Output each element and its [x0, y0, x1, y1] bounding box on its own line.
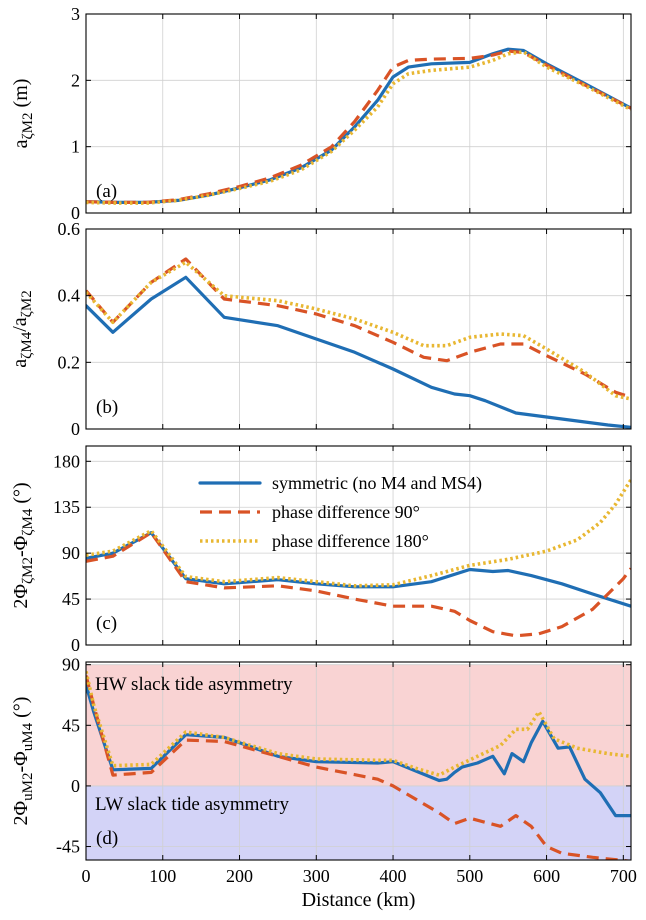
- y-axis-label-ylabel-sub2: ζM2: [19, 290, 35, 317]
- y-axis-label-ylabel-main: a: [10, 139, 32, 148]
- y-axis-label-ylabel-tail: (°): [10, 482, 32, 508]
- y-tick-label: 0.6: [58, 219, 81, 239]
- axes-frame: [85, 228, 632, 430]
- y-axis-label-ylabel-sub: ζM2: [20, 557, 36, 584]
- x-tick-label: 500: [456, 866, 483, 886]
- y-tick-label: 0.2: [58, 352, 81, 372]
- y-axis-label: 2ΦζM2-ΦζM4 (°): [10, 482, 36, 608]
- series-pd180: [86, 670, 631, 777]
- y-axis-label: aζM4/aζM2: [9, 290, 35, 367]
- y-tick-label: 0: [71, 203, 80, 223]
- y-tick-label: 45: [62, 715, 80, 735]
- series-pd90: [86, 257, 631, 399]
- axes-frame: [85, 445, 632, 646]
- series-pd90: [86, 49, 631, 204]
- y-axis-label-ylabel-sub2: ζM4: [20, 508, 36, 536]
- panel-3: HW slack tide asymmetry LW slack tide asy…: [10, 655, 632, 861]
- x-tick-label: 700: [610, 866, 637, 886]
- x-tick-label: 100: [149, 866, 176, 886]
- y-axis-label-ylabel-sub: uM2: [20, 772, 36, 800]
- y-tick-label: 90: [62, 543, 80, 563]
- y-axis-label-ylabel-sub: ζM4: [19, 331, 35, 359]
- y-tick-label: 90: [62, 655, 80, 675]
- y-tick-label: 45: [62, 589, 80, 609]
- axes-frame: [85, 13, 632, 214]
- legend: symmetric (no M4 and MS4) phase differenc…: [198, 473, 482, 551]
- y-tick-label: 0: [71, 419, 80, 439]
- y-tick-label: 135: [53, 497, 80, 517]
- x-tick-label: 400: [380, 866, 407, 886]
- panel-2: 0 45 90 135 180 (c) 2ΦζM2-ΦζM4 (°): [10, 445, 632, 655]
- series-pd180: [86, 260, 631, 401]
- series-symmetric: [86, 275, 631, 429]
- x-axis-label: Distance (km): [302, 889, 416, 911]
- legend-label-symmetric: symmetric (no M4 and MS4): [272, 473, 482, 494]
- y-axis-label-ylabel-tail: (m): [10, 79, 32, 113]
- panel-label: (b): [96, 397, 118, 418]
- y-tick-label: 180: [53, 451, 80, 471]
- y-tick-label: 2: [71, 70, 80, 90]
- series-pd180: [86, 49, 631, 205]
- y-axis-label-ylabel-mid: -Φ: [10, 751, 32, 773]
- panel-1: 0 0.2 0.4 0.6 (b) aζM4/aζM2: [9, 219, 632, 439]
- x-tick-label: 200: [226, 866, 253, 886]
- y-tick-label: 3: [71, 4, 80, 24]
- panel-label: (d): [96, 828, 118, 849]
- y-axis-label-ylabel-main: 2Φ: [10, 800, 32, 825]
- y-tick-label: -45: [56, 837, 80, 857]
- y-axis-label-ylabel-main: a: [9, 359, 31, 368]
- y-tick-label: 0: [71, 776, 80, 796]
- y-axis-label-ylabel-main: 2Φ: [10, 584, 32, 609]
- x-tick-label: 0: [82, 866, 91, 886]
- y-tick-label: 0.4: [58, 286, 81, 306]
- y-axis-label-ylabel-sub2: uM4: [20, 722, 36, 751]
- y-axis-label-ylabel-mid: /a: [9, 317, 31, 332]
- panel-0: 0 1 2 3 (a) aζM2 (m): [10, 4, 632, 223]
- series-pd90: [86, 675, 631, 860]
- series-pd90: [86, 531, 631, 638]
- hw-band-label: HW slack tide asymmetry: [95, 674, 293, 695]
- y-axis-label-ylabel-mid: -Φ: [10, 535, 32, 557]
- series-symmetric: [86, 683, 631, 818]
- x-tick-label: 600: [533, 866, 560, 886]
- y-axis-label: 2ΦuM2-ΦuM4 (°): [10, 697, 36, 826]
- lw-band-label: LW slack tide asymmetry: [95, 794, 289, 815]
- lw-band: [86, 785, 631, 860]
- y-tick-label: 1: [71, 137, 80, 157]
- y-tick-label: 0: [71, 635, 80, 655]
- y-axis-label-ylabel-tail: (°): [10, 697, 32, 723]
- panel-label: (a): [96, 181, 117, 202]
- series-pd180: [86, 478, 631, 588]
- y-axis-label-ylabel-sub: ζM2: [20, 112, 36, 139]
- legend-label-pd180: phase difference 180°: [272, 531, 429, 551]
- x-tick-label: 300: [303, 866, 330, 886]
- legend-label-pd90: phase difference 90°: [272, 502, 420, 522]
- y-axis-label: aζM2 (m): [10, 79, 36, 149]
- panel-label: (c): [96, 613, 117, 634]
- axes-frame: [85, 661, 632, 861]
